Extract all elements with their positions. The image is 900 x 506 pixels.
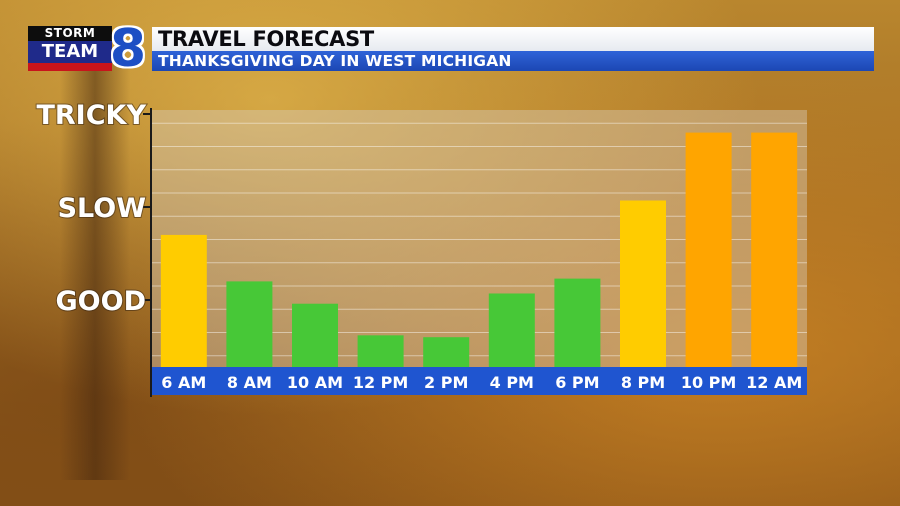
y-tick-label-tricky: TRICKY bbox=[36, 100, 146, 131]
station-logo: STORM TEAM 8 bbox=[28, 19, 148, 79]
x-tick-label: 6 PM bbox=[555, 373, 599, 392]
bar-12-am bbox=[751, 132, 798, 367]
background-tree-trunk bbox=[60, 60, 130, 480]
chart-subtitle: THANKSGIVING DAY IN WEST MICHIGAN bbox=[158, 52, 512, 70]
y-tick-label-good: GOOD bbox=[56, 286, 146, 317]
x-axis-strip bbox=[151, 367, 807, 395]
bar-4-pm bbox=[488, 293, 535, 367]
subtitle-bar: THANKSGIVING DAY IN WEST MICHIGAN bbox=[152, 51, 874, 71]
x-tick-label: 8 AM bbox=[227, 373, 272, 392]
title-bar: TRAVEL FORECAST bbox=[152, 27, 874, 51]
bars bbox=[160, 132, 798, 367]
x-axis-labels: 6 AM 8 AM 10 AM 12 PM 2 PM 4 PM 6 PM 8 PM 10 PM 1… bbox=[161, 373, 802, 392]
bar-2-pm bbox=[423, 337, 470, 367]
y-tick-label-slow: SLOW bbox=[58, 193, 146, 224]
x-tick-label: 10 PM bbox=[681, 373, 736, 392]
bar-8-am bbox=[226, 281, 273, 367]
x-tick-label: 6 AM bbox=[161, 373, 206, 392]
logo-red-strip bbox=[28, 63, 112, 71]
y-axis-ticks: GOOD SLOW TRICKY bbox=[35, 99, 151, 318]
x-tick-label: 12 AM bbox=[746, 373, 802, 392]
bar-6-pm bbox=[554, 278, 601, 367]
x-tick-label: 4 PM bbox=[490, 373, 534, 392]
logo-storm-text: STORM bbox=[28, 26, 112, 41]
bar-6-am bbox=[160, 234, 207, 367]
x-tick-label: 10 AM bbox=[287, 373, 343, 392]
bar-10-am bbox=[292, 303, 338, 367]
x-tick-label: 8 PM bbox=[621, 373, 665, 392]
x-tick-label: 12 PM bbox=[353, 373, 408, 392]
bar-12-pm bbox=[357, 335, 404, 367]
x-tick-label: 2 PM bbox=[424, 373, 468, 392]
chart-title: TRAVEL FORECAST bbox=[158, 27, 374, 51]
bar-10-pm bbox=[685, 132, 732, 367]
logo-team-text: TEAM bbox=[28, 41, 112, 63]
logo-channel-number: 8 bbox=[109, 19, 147, 79]
bar-8-pm bbox=[620, 200, 666, 367]
